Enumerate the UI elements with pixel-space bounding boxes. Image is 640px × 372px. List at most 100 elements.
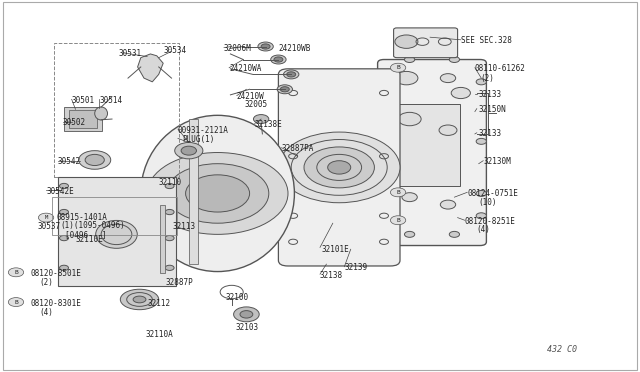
Circle shape: [60, 183, 68, 189]
Circle shape: [440, 74, 456, 83]
Circle shape: [278, 132, 400, 203]
Circle shape: [186, 175, 250, 212]
Text: 32103: 32103: [236, 323, 259, 332]
Circle shape: [390, 188, 406, 197]
Circle shape: [166, 164, 269, 223]
Circle shape: [384, 79, 394, 85]
Text: 24210WA: 24210WA: [229, 64, 262, 73]
Ellipse shape: [141, 115, 294, 272]
Text: 30502: 30502: [63, 118, 86, 127]
Circle shape: [274, 57, 283, 62]
Circle shape: [449, 231, 460, 237]
Text: (2): (2): [480, 74, 494, 83]
FancyBboxPatch shape: [278, 69, 400, 266]
Circle shape: [449, 57, 460, 62]
Ellipse shape: [120, 289, 159, 310]
Text: 32130M: 32130M: [483, 157, 511, 166]
Circle shape: [165, 183, 174, 189]
Text: (4): (4): [477, 225, 491, 234]
Circle shape: [261, 44, 270, 49]
Text: 32006M: 32006M: [224, 44, 252, 53]
Text: 32150N: 32150N: [479, 105, 506, 114]
Circle shape: [395, 71, 418, 85]
Circle shape: [147, 153, 288, 234]
Circle shape: [398, 112, 421, 126]
Text: (1)(1095-0496): (1)(1095-0496): [61, 221, 125, 230]
Bar: [64, 107, 102, 131]
Text: 32101E: 32101E: [321, 245, 349, 254]
Text: 32005: 32005: [244, 100, 268, 109]
FancyBboxPatch shape: [394, 28, 458, 58]
Circle shape: [165, 265, 174, 270]
Ellipse shape: [133, 296, 146, 303]
Circle shape: [476, 190, 486, 196]
Text: 32138E: 32138E: [255, 120, 282, 129]
Circle shape: [476, 213, 486, 219]
Text: B: B: [396, 190, 400, 195]
Text: 30537: 30537: [37, 222, 60, 231]
Text: 08120-8301E: 08120-8301E: [31, 299, 81, 308]
Circle shape: [277, 85, 292, 94]
Circle shape: [85, 154, 104, 166]
Text: M: M: [44, 215, 48, 220]
Circle shape: [165, 235, 174, 241]
Text: 32887PA: 32887PA: [282, 144, 314, 153]
Text: (2): (2): [40, 278, 54, 287]
Circle shape: [253, 115, 269, 124]
Circle shape: [8, 298, 24, 307]
Circle shape: [284, 70, 299, 79]
Circle shape: [384, 190, 394, 196]
Text: 32133: 32133: [479, 90, 502, 99]
Text: 432 C0: 432 C0: [547, 345, 577, 354]
Circle shape: [390, 216, 406, 225]
Text: 30534: 30534: [163, 46, 186, 55]
Text: 08120-8251E: 08120-8251E: [465, 217, 515, 226]
Circle shape: [404, 231, 415, 237]
Text: 32110: 32110: [159, 178, 182, 187]
Text: PLUG(1): PLUG(1): [182, 135, 215, 144]
Text: 08915-1401A: 08915-1401A: [56, 213, 107, 222]
Text: 08124-0751E: 08124-0751E: [467, 189, 518, 198]
Ellipse shape: [79, 115, 88, 123]
Circle shape: [384, 138, 394, 144]
Circle shape: [258, 42, 273, 51]
Circle shape: [402, 193, 417, 202]
Bar: [58, 177, 176, 286]
Circle shape: [304, 147, 374, 188]
Circle shape: [60, 209, 68, 215]
Circle shape: [440, 200, 456, 209]
Circle shape: [240, 311, 253, 318]
Text: B: B: [396, 218, 400, 223]
Circle shape: [328, 161, 351, 174]
Text: B: B: [396, 65, 400, 70]
Bar: [54, 43, 179, 177]
Polygon shape: [138, 54, 163, 82]
Ellipse shape: [69, 108, 97, 130]
Circle shape: [60, 265, 68, 270]
Text: 32110E: 32110E: [76, 235, 103, 244]
Circle shape: [280, 87, 289, 92]
Text: 30542E: 30542E: [46, 187, 74, 196]
Text: B: B: [14, 270, 18, 275]
Circle shape: [234, 307, 259, 322]
Text: 32100: 32100: [225, 293, 248, 302]
Bar: [160, 205, 165, 273]
Circle shape: [476, 79, 486, 85]
Circle shape: [395, 35, 418, 48]
Ellipse shape: [95, 107, 108, 120]
Text: (10): (10): [479, 198, 497, 207]
Circle shape: [165, 209, 174, 215]
FancyBboxPatch shape: [378, 60, 486, 246]
Circle shape: [175, 142, 203, 159]
Text: [0496-  ]: [0496- ]: [65, 231, 107, 240]
Bar: [52, 197, 177, 235]
Text: 32887P: 32887P: [165, 278, 193, 287]
Text: 24210W: 24210W: [237, 92, 264, 101]
Ellipse shape: [96, 220, 138, 248]
Circle shape: [8, 268, 24, 277]
Circle shape: [287, 72, 296, 77]
Text: 08120-8501E: 08120-8501E: [31, 269, 81, 278]
Text: B: B: [14, 299, 18, 305]
Circle shape: [476, 138, 486, 144]
Bar: [189, 119, 198, 264]
